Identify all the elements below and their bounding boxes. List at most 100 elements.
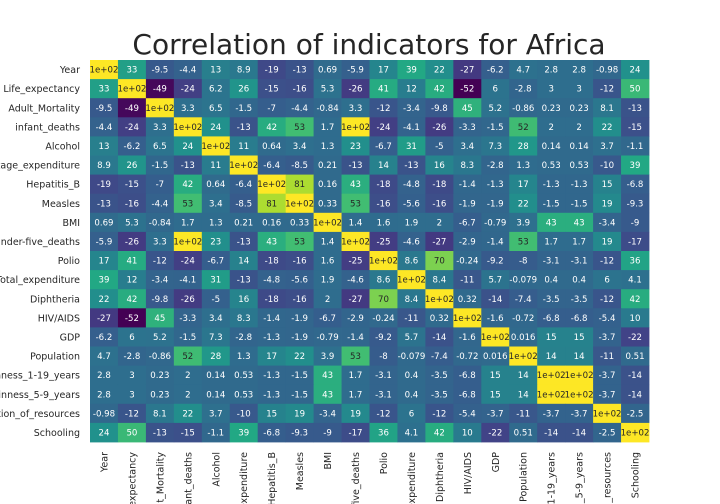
heatmap-cell-label: 33 bbox=[99, 85, 110, 95]
heatmap-cell-label: -16 bbox=[293, 295, 307, 305]
heatmap-cell-label: -10 bbox=[237, 409, 251, 419]
heatmap-cell-label: 3.9 bbox=[321, 352, 335, 362]
heatmap-cell-label: 50 bbox=[630, 85, 641, 95]
heatmap-cell-label: 81 bbox=[294, 180, 305, 190]
heatmap-cell bbox=[453, 155, 482, 175]
heatmap-cell bbox=[397, 155, 426, 175]
heatmap-cell-label: 0.14 bbox=[206, 371, 225, 381]
heatmap-cell bbox=[173, 327, 203, 347]
heatmap-cell bbox=[369, 155, 398, 175]
heatmap-cell-label: 23 bbox=[350, 142, 361, 152]
heatmap-cell bbox=[201, 174, 231, 195]
heatmap-cell-label: 6 bbox=[409, 409, 414, 419]
heatmap-cell bbox=[509, 212, 538, 233]
heatmap-cell bbox=[145, 365, 175, 386]
heatmap-cell bbox=[481, 231, 510, 252]
heatmap-cell bbox=[257, 422, 287, 443]
heatmap-cell bbox=[313, 289, 342, 309]
heatmap-cells: 1e+02 33 -9.5 -4.4 13 8.9 -19 -13 0.69 -5.9 17 39 22… bbox=[90, 60, 650, 443]
heatmap-cell bbox=[257, 231, 287, 252]
heatmap-cell bbox=[90, 79, 119, 99]
heatmap-cell-label: 1.9 bbox=[321, 276, 335, 286]
heatmap-cell bbox=[285, 155, 314, 175]
heatmap-cell bbox=[117, 79, 147, 99]
heatmap-cell bbox=[621, 327, 650, 347]
heatmap-cell bbox=[90, 117, 119, 137]
heatmap-cell bbox=[369, 422, 398, 443]
heatmap-cell-label: -8 bbox=[379, 352, 388, 362]
heatmap-cell-label: -52 bbox=[125, 314, 139, 324]
heatmap-cell-label: -1.5 bbox=[151, 161, 168, 171]
heatmap-cell bbox=[453, 60, 482, 80]
heatmap-cell bbox=[285, 193, 314, 214]
heatmap-cell bbox=[593, 289, 622, 309]
heatmap-cell bbox=[201, 270, 231, 290]
heatmap-cell bbox=[229, 270, 259, 290]
heatmap-cell-label: 0.16 bbox=[318, 180, 337, 190]
heatmap-cell bbox=[145, 403, 175, 424]
heatmap-cell-label: 1e+02 bbox=[369, 257, 398, 267]
heatmap-cell-label: 0.21 bbox=[318, 161, 337, 171]
heatmap-cell bbox=[397, 60, 426, 80]
heatmap-cell-label: 39 bbox=[406, 66, 417, 76]
heatmap-cell-label: -6.2 bbox=[487, 66, 504, 76]
heatmap-cell bbox=[313, 231, 342, 252]
heatmap-cell bbox=[397, 327, 426, 347]
heatmap-cell-label: -15 bbox=[181, 428, 195, 438]
heatmap-cell bbox=[509, 289, 538, 309]
heatmap-cell-label: -3.7 bbox=[487, 409, 504, 419]
heatmap-cell bbox=[509, 231, 538, 252]
heatmap-cell-label: 15 bbox=[574, 333, 585, 343]
y-tick-label: hinness_1-19_years bbox=[0, 371, 80, 382]
heatmap-cell bbox=[90, 60, 119, 80]
heatmap-cell bbox=[369, 384, 398, 405]
heatmap-cell bbox=[201, 117, 231, 137]
heatmap-cell bbox=[509, 327, 538, 347]
heatmap-cell-label: 4.7 bbox=[516, 66, 530, 76]
heatmap-cell-label: 42 bbox=[266, 123, 277, 133]
heatmap-cell-label: 42 bbox=[630, 295, 641, 305]
heatmap-cell-label: 0.4 bbox=[405, 390, 419, 400]
heatmap-cell bbox=[537, 155, 566, 175]
heatmap-cell-label: -3.5 bbox=[543, 295, 560, 305]
heatmap-cell-label: 3.3 bbox=[153, 123, 167, 133]
chart-title: Correlation of indicators for Africa bbox=[132, 28, 605, 61]
heatmap-cell-label: -24 bbox=[376, 123, 390, 133]
heatmap-cell bbox=[90, 251, 119, 271]
heatmap-cell bbox=[145, 98, 175, 118]
heatmap-cell bbox=[229, 174, 259, 195]
heatmap-cell-label: 14 bbox=[518, 390, 529, 400]
heatmap-cell-label: 43 bbox=[322, 371, 333, 381]
x-tick-label: five_deaths bbox=[351, 452, 362, 504]
heatmap-cell bbox=[369, 231, 398, 252]
heatmap-cell bbox=[173, 60, 203, 80]
heatmap-cell bbox=[229, 365, 259, 386]
heatmap-cell-label: 17 bbox=[518, 180, 529, 190]
heatmap-cell bbox=[593, 270, 622, 290]
heatmap-cell-label: 1e+02 bbox=[90, 66, 119, 76]
heatmap-cell bbox=[229, 193, 259, 214]
heatmap-cell bbox=[397, 231, 426, 252]
heatmap-cell bbox=[453, 136, 482, 156]
heatmap-cell-label: 24 bbox=[210, 123, 221, 133]
heatmap-cell-label: 3 bbox=[576, 85, 581, 95]
heatmap-cell-label: -1.3 bbox=[263, 333, 280, 343]
heatmap-cell bbox=[229, 308, 259, 328]
heatmap-cell bbox=[313, 270, 342, 290]
heatmap-cell-label: -3.5 bbox=[571, 295, 588, 305]
heatmap-cell-label: -1.9 bbox=[459, 199, 476, 209]
heatmap-cell bbox=[90, 174, 119, 195]
heatmap-cell-label: 0.23 bbox=[150, 371, 169, 381]
heatmap-cell-label: 14 bbox=[546, 352, 557, 362]
x-tick-label: t_Mortality bbox=[155, 452, 166, 503]
heatmap-cell bbox=[117, 308, 147, 328]
heatmap-cell-label: -9.3 bbox=[291, 428, 308, 438]
heatmap-cell-label: 1.3 bbox=[209, 218, 223, 228]
heatmap-cell bbox=[453, 327, 482, 347]
heatmap-cell bbox=[593, 403, 622, 424]
heatmap-cell bbox=[145, 117, 175, 137]
heatmap-cell-label: 39 bbox=[99, 276, 110, 286]
heatmap-cell bbox=[201, 327, 231, 347]
heatmap-cell bbox=[341, 79, 370, 99]
heatmap-cell-label: -9.2 bbox=[487, 257, 504, 267]
